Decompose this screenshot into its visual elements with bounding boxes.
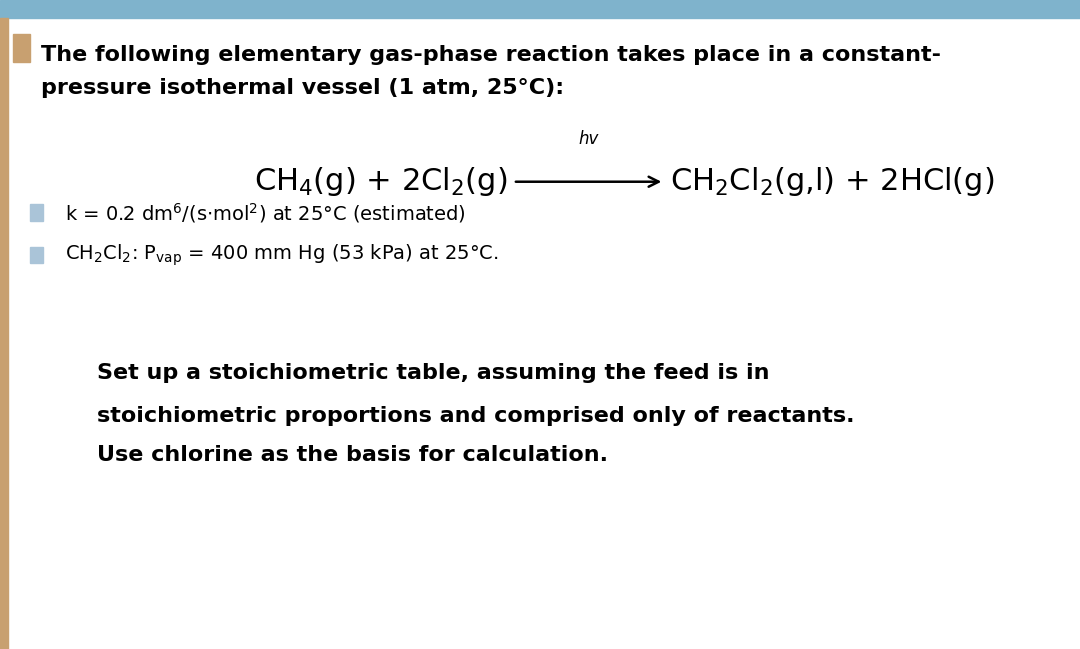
Text: The following elementary gas-phase reaction takes place in a constant-: The following elementary gas-phase react…	[41, 45, 941, 66]
Text: CH$_2$Cl$_2$(g,l) + 2HCl(g): CH$_2$Cl$_2$(g,l) + 2HCl(g)	[670, 165, 994, 198]
Text: Use chlorine as the basis for calculation.: Use chlorine as the basis for calculatio…	[97, 445, 608, 465]
Text: CH$_4$(g) + 2Cl$_2$(g): CH$_4$(g) + 2Cl$_2$(g)	[254, 165, 508, 198]
Text: pressure isothermal vessel (1 atm, 25°C):: pressure isothermal vessel (1 atm, 25°C)…	[41, 78, 564, 98]
Bar	[13, 34, 30, 62]
Text: hv: hv	[579, 130, 598, 148]
Text: stoichiometric proportions and comprised only of reactants.: stoichiometric proportions and comprised…	[97, 406, 854, 426]
Text: Set up a stoichiometric table, assuming the feed is in: Set up a stoichiometric table, assuming …	[97, 363, 770, 384]
Bar	[30, 247, 43, 263]
Bar	[0, 0, 1080, 18]
Text: k = 0.2 dm$^6$/(s$\cdot$mol$^2$) at 25°C (estimated): k = 0.2 dm$^6$/(s$\cdot$mol$^2$) at 25°C…	[65, 202, 465, 225]
Bar	[0, 18, 8, 649]
Bar	[30, 204, 43, 221]
Text: CH$_2$Cl$_2$: P$_\mathregular{vap}$ = 400 mm Hg (53 kPa) at 25°C.: CH$_2$Cl$_2$: P$_\mathregular{vap}$ = 40…	[65, 243, 499, 269]
